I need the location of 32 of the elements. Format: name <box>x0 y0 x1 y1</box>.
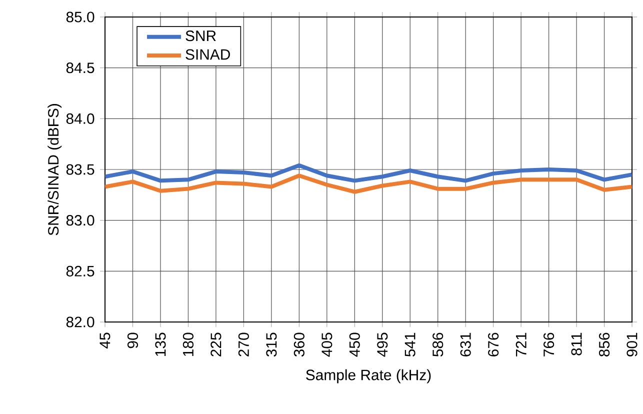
x-tick-label: 270 <box>238 332 249 356</box>
y-tick-label: 83.5 <box>66 164 94 175</box>
x-tick-label: 811 <box>571 332 582 356</box>
x-tick-label: 450 <box>349 332 360 357</box>
x-tick-label: 901 <box>626 332 638 356</box>
y-tick-label: 82.5 <box>66 266 94 276</box>
y-tick-label: 84.5 <box>66 62 94 74</box>
x-tick-label: 586 <box>432 332 444 357</box>
x-tick-label: 45 <box>100 332 110 348</box>
y-tick-label: 82.0 <box>66 316 94 328</box>
x-tick-label: 225 <box>210 332 222 356</box>
x-tick-label: 405 <box>322 332 332 357</box>
x-axis-title: Sample Rate (kHz) <box>306 369 431 384</box>
x-tick-label: 360 <box>294 332 304 357</box>
x-tick-label: 541 <box>404 332 416 357</box>
x-tick-label: 90 <box>127 332 138 348</box>
x-tick-label: 631 <box>460 332 471 356</box>
line-series <box>105 163 632 183</box>
y-tick-label: 83.0 <box>66 215 94 226</box>
x-tick-label: 495 <box>377 332 388 357</box>
x-tick-label: 135 <box>155 332 166 356</box>
y-axis-title: SNR/SINAD (dBFS) <box>48 104 62 236</box>
x-tick-label: 721 <box>516 332 526 356</box>
legend-label: SNR <box>186 30 216 42</box>
x-tick-label: 180 <box>182 332 194 356</box>
legend-label: SINAD <box>186 49 230 60</box>
x-tick-label: 676 <box>488 332 499 356</box>
y-tick-label: 85.0 <box>66 12 94 22</box>
x-tick-label: 856 <box>598 332 610 356</box>
x-tick-label: 766 <box>544 332 554 356</box>
y-tick-label: 84.0 <box>66 113 94 124</box>
x-tick-label: 315 <box>266 332 277 357</box>
